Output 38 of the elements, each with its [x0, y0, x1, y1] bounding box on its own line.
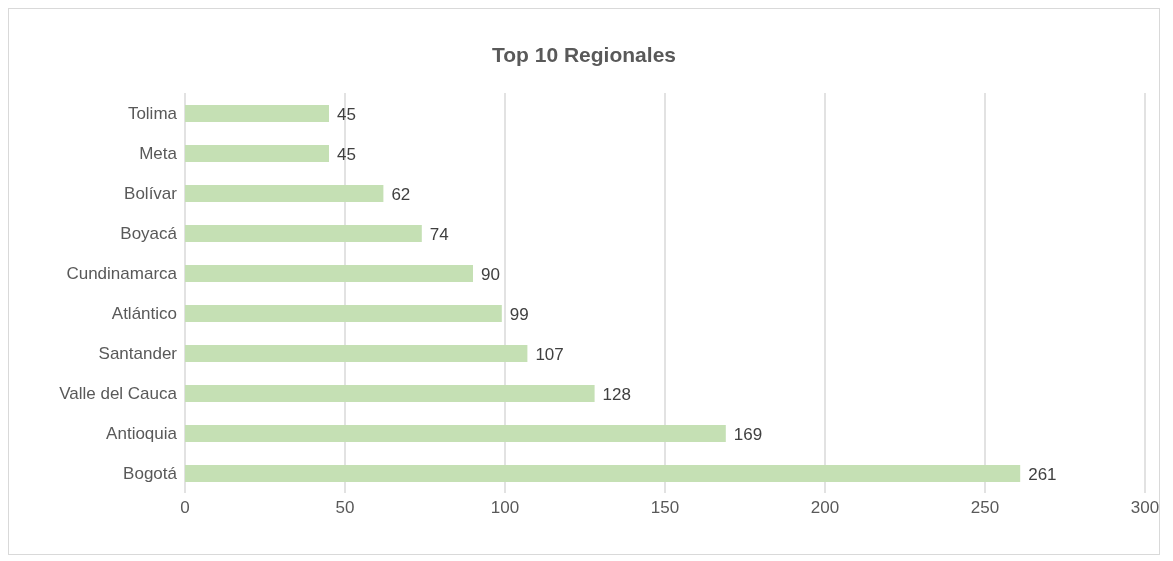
data-label: 169 — [733, 424, 763, 444]
bar — [185, 265, 473, 282]
x-tick-label: 200 — [810, 498, 840, 518]
y-tick-label: Atlántico — [111, 304, 177, 324]
data-label: 62 — [391, 184, 411, 204]
bar — [185, 105, 329, 122]
y-tick-label: Santander — [98, 344, 178, 364]
x-tick-label: 0 — [180, 498, 190, 518]
data-label: 45 — [337, 144, 356, 164]
bar — [185, 225, 422, 242]
data-label: 90 — [481, 264, 500, 284]
chart-title: Top 10 Regionales — [491, 42, 677, 68]
data-label: 99 — [509, 304, 529, 324]
y-tick-label: Cundinamarca — [66, 264, 178, 284]
y-tick-label: Meta — [139, 144, 178, 164]
bar — [185, 465, 1021, 482]
bar — [185, 345, 528, 362]
bar — [185, 385, 595, 402]
data-label: 261 — [1028, 464, 1057, 484]
data-label: 45 — [337, 104, 356, 124]
y-tick-label: Bolívar — [124, 184, 178, 204]
y-tick-label: Valle del Cauca — [59, 384, 178, 404]
y-tick-label: Tolima — [127, 104, 178, 124]
x-tick-label: 100 — [490, 498, 520, 518]
bar — [185, 305, 502, 322]
y-tick-label: Boyacá — [120, 224, 178, 244]
bar — [185, 185, 384, 202]
data-label: 107 — [535, 344, 564, 364]
x-tick-label: 250 — [970, 498, 1000, 518]
x-tick-label: 300 — [1130, 498, 1160, 518]
y-tick-label: Antioquia — [106, 424, 178, 444]
x-tick-label: 150 — [650, 498, 680, 518]
x-tick-label: 50 — [335, 498, 355, 518]
bar — [185, 425, 726, 442]
data-label: 128 — [602, 384, 631, 404]
bar — [185, 145, 329, 162]
data-label: 74 — [429, 224, 449, 244]
y-tick-label: Bogotá — [123, 464, 178, 484]
